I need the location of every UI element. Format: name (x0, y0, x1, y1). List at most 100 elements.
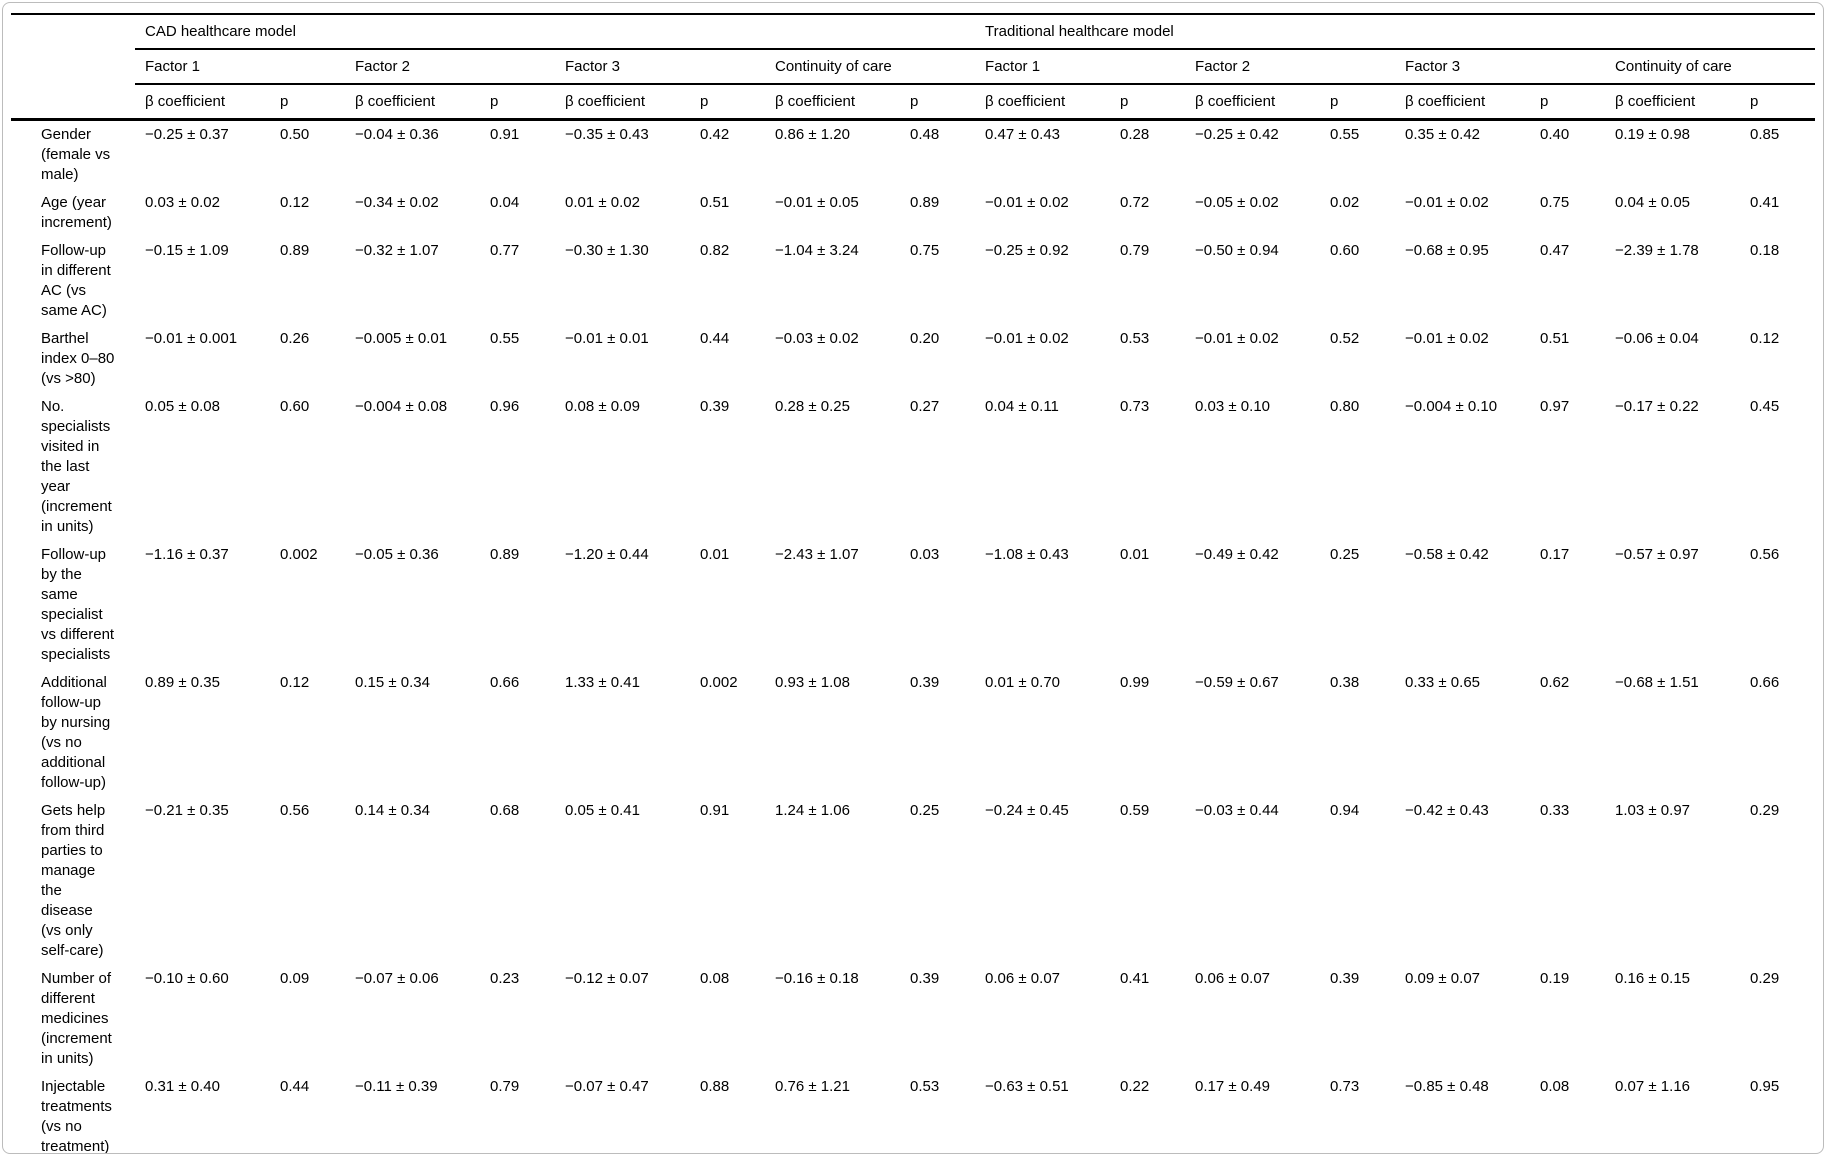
beta-coefficient-cell: 1.33 ± 0.41 (565, 674, 640, 691)
p-value-cell: 0.39 (910, 970, 940, 987)
p-value-cell: 0.29 (1750, 802, 1780, 819)
beta-coefficient-cell: −0.42 ± 0.43 (1405, 802, 1489, 819)
row-label: Follow-up by the same specialist vs diff… (41, 546, 115, 663)
stub-header-cell (11, 13, 135, 49)
p-value-cell: 0.89 (490, 546, 520, 563)
p-value-cell: 0.12 (280, 194, 310, 211)
p-value-cell: 0.45 (1750, 398, 1780, 415)
p-value-header: p (270, 84, 345, 121)
beta-coefficient-cell: 0.01 ± 0.02 (565, 194, 640, 211)
stub-header-cell (11, 49, 135, 84)
p-value-header: p (1110, 84, 1186, 121)
model-group-header-cad: CAD healthcare model (135, 13, 976, 50)
p-value-cell: 0.29 (1750, 970, 1780, 987)
p-value-cell: 0.79 (490, 1078, 520, 1095)
p-value-cell: 0.56 (1750, 546, 1780, 563)
beta-coefficient-cell: −1.08 ± 0.43 (985, 546, 1069, 563)
p-value-cell: 0.04 (490, 194, 520, 211)
factor-header: Factor 2 (345, 49, 555, 85)
beta-coefficient-cell: −0.03 ± 0.02 (775, 330, 859, 347)
factor-header: Factor 3 (1395, 49, 1606, 85)
beta-coefficient-cell: −0.17 ± 0.22 (1615, 398, 1699, 415)
beta-coefficient-cell: −0.07 ± 0.47 (565, 1078, 649, 1095)
beta-coefficient-cell: −0.01 ± 0.02 (1195, 330, 1279, 347)
beta-coefficient-cell: 0.16 ± 0.15 (1615, 970, 1691, 987)
beta-coefficient-cell: −0.24 ± 0.45 (985, 802, 1069, 819)
p-value-cell: 0.82 (700, 242, 730, 259)
p-value-cell: 0.48 (910, 126, 940, 143)
beta-coefficient-header: β coefficient (555, 84, 690, 121)
beta-coefficient-cell: −1.16 ± 0.37 (145, 546, 229, 563)
p-value-cell: 0.08 (700, 970, 730, 987)
p-value-cell: 0.28 (1120, 126, 1150, 143)
beta-coefficient-cell: −0.06 ± 0.04 (1615, 330, 1699, 347)
beta-coefficient-cell: −1.20 ± 0.44 (565, 546, 649, 563)
p-value-cell: 0.91 (490, 126, 520, 143)
factor-header-row: Factor 1 Factor 2 Factor 3 Continuity of… (11, 49, 1816, 85)
beta-coefficient-cell: −2.43 ± 1.07 (775, 546, 859, 563)
p-value-cell: 0.66 (490, 674, 520, 691)
p-value-cell: 0.23 (490, 970, 520, 987)
row-label: No. specialists visited in the last year… (41, 398, 112, 535)
p-value-cell: 0.75 (910, 242, 940, 259)
beta-coefficient-header: β coefficient (1395, 84, 1531, 121)
p-value-cell: 0.99 (1120, 674, 1150, 691)
beta-coefficient-cell: 1.24 ± 1.06 (775, 802, 850, 819)
p-value-cell: 0.09 (280, 970, 310, 987)
beta-coefficient-cell: −1.04 ± 3.24 (775, 242, 859, 259)
beta-coefficient-cell: −0.004 ± 0.08 (355, 398, 448, 415)
p-value-cell: 0.73 (1120, 398, 1150, 415)
beta-coefficient-cell: 0.01 ± 0.70 (985, 674, 1061, 691)
p-value-cell: 0.03 (910, 546, 940, 563)
p-value-cell: 0.77 (490, 242, 520, 259)
p-value-cell: 0.12 (1750, 330, 1780, 347)
p-value-cell: 0.80 (1330, 398, 1360, 415)
beta-coefficient-cell: −0.57 ± 0.97 (1615, 546, 1699, 563)
beta-coefficient-cell: 0.33 ± 0.65 (1405, 674, 1481, 691)
p-value-cell: 0.26 (280, 330, 310, 347)
p-value-header: p (690, 84, 765, 121)
row-label: Injectable treatments (vs no treatment) (41, 1078, 112, 1154)
p-value-cell: 0.22 (1120, 1078, 1150, 1095)
table-row: Gender (female vs male) −0.25 ± 0.37 0.50 −… (11, 120, 1815, 190)
beta-coefficient-cell: 1.03 ± 0.97 (1615, 802, 1691, 819)
beta-coefficient-cell: −0.004 ± 0.10 (1405, 398, 1498, 415)
beta-coefficient-cell: −0.21 ± 0.35 (145, 802, 229, 819)
beta-coefficient-cell: 0.05 ± 0.08 (145, 398, 220, 415)
row-label: Gender (female vs male) (41, 126, 111, 183)
beta-coefficient-cell: −0.16 ± 0.18 (775, 970, 859, 987)
beta-coefficient-cell: −0.59 ± 0.67 (1195, 674, 1279, 691)
beta-coefficient-cell: −0.01 ± 0.01 (565, 330, 649, 347)
p-value-cell: 0.85 (1750, 126, 1780, 143)
table-row: Age (year increment) 0.03 ± 0.02 0.12 −0.34… (11, 189, 1815, 237)
p-value-cell: 0.20 (910, 330, 940, 347)
p-value-cell: 0.51 (700, 194, 730, 211)
p-value-cell: 0.39 (1330, 970, 1360, 987)
p-value-cell: 0.53 (1120, 330, 1150, 347)
p-value-cell: 0.08 (1540, 1078, 1570, 1095)
table-row: Gets help from third parties to manage t… (11, 797, 1815, 965)
beta-coefficient-cell: −0.04 ± 0.36 (355, 126, 439, 143)
p-value-cell: 0.96 (490, 398, 520, 415)
beta-coefficient-cell: 0.17 ± 0.49 (1195, 1078, 1271, 1095)
table-row: Follow-up in different AC (vs same AC) −0… (11, 237, 1815, 325)
beta-coefficient-cell: −0.32 ± 1.07 (355, 242, 439, 259)
p-value-cell: 0.19 (1540, 970, 1570, 987)
beta-coefficient-cell: 0.04 ± 0.11 (985, 398, 1059, 415)
beta-coefficient-header: β coefficient (1605, 84, 1741, 121)
p-value-cell: 0.89 (910, 194, 940, 211)
beta-coefficient-cell: −0.68 ± 1.51 (1615, 674, 1699, 691)
p-value-cell: 0.68 (490, 802, 520, 819)
p-value-cell: 0.44 (280, 1078, 310, 1095)
p-value-cell: 0.38 (1330, 674, 1360, 691)
beta-coefficient-cell: 0.03 ± 0.02 (145, 194, 220, 211)
row-label: Follow-up in different AC (vs same AC) (41, 242, 111, 319)
beta-coefficient-cell: 0.31 ± 0.40 (145, 1078, 220, 1095)
p-value-cell: 0.33 (1540, 802, 1570, 819)
p-value-cell: 0.39 (910, 674, 940, 691)
beta-coefficient-cell: −0.58 ± 0.42 (1405, 546, 1489, 563)
beta-coefficient-cell: −0.15 ± 1.09 (145, 242, 229, 259)
p-value-cell: 0.27 (910, 398, 940, 415)
p-value-cell: 0.01 (700, 546, 730, 563)
p-value-cell: 0.25 (910, 802, 940, 819)
